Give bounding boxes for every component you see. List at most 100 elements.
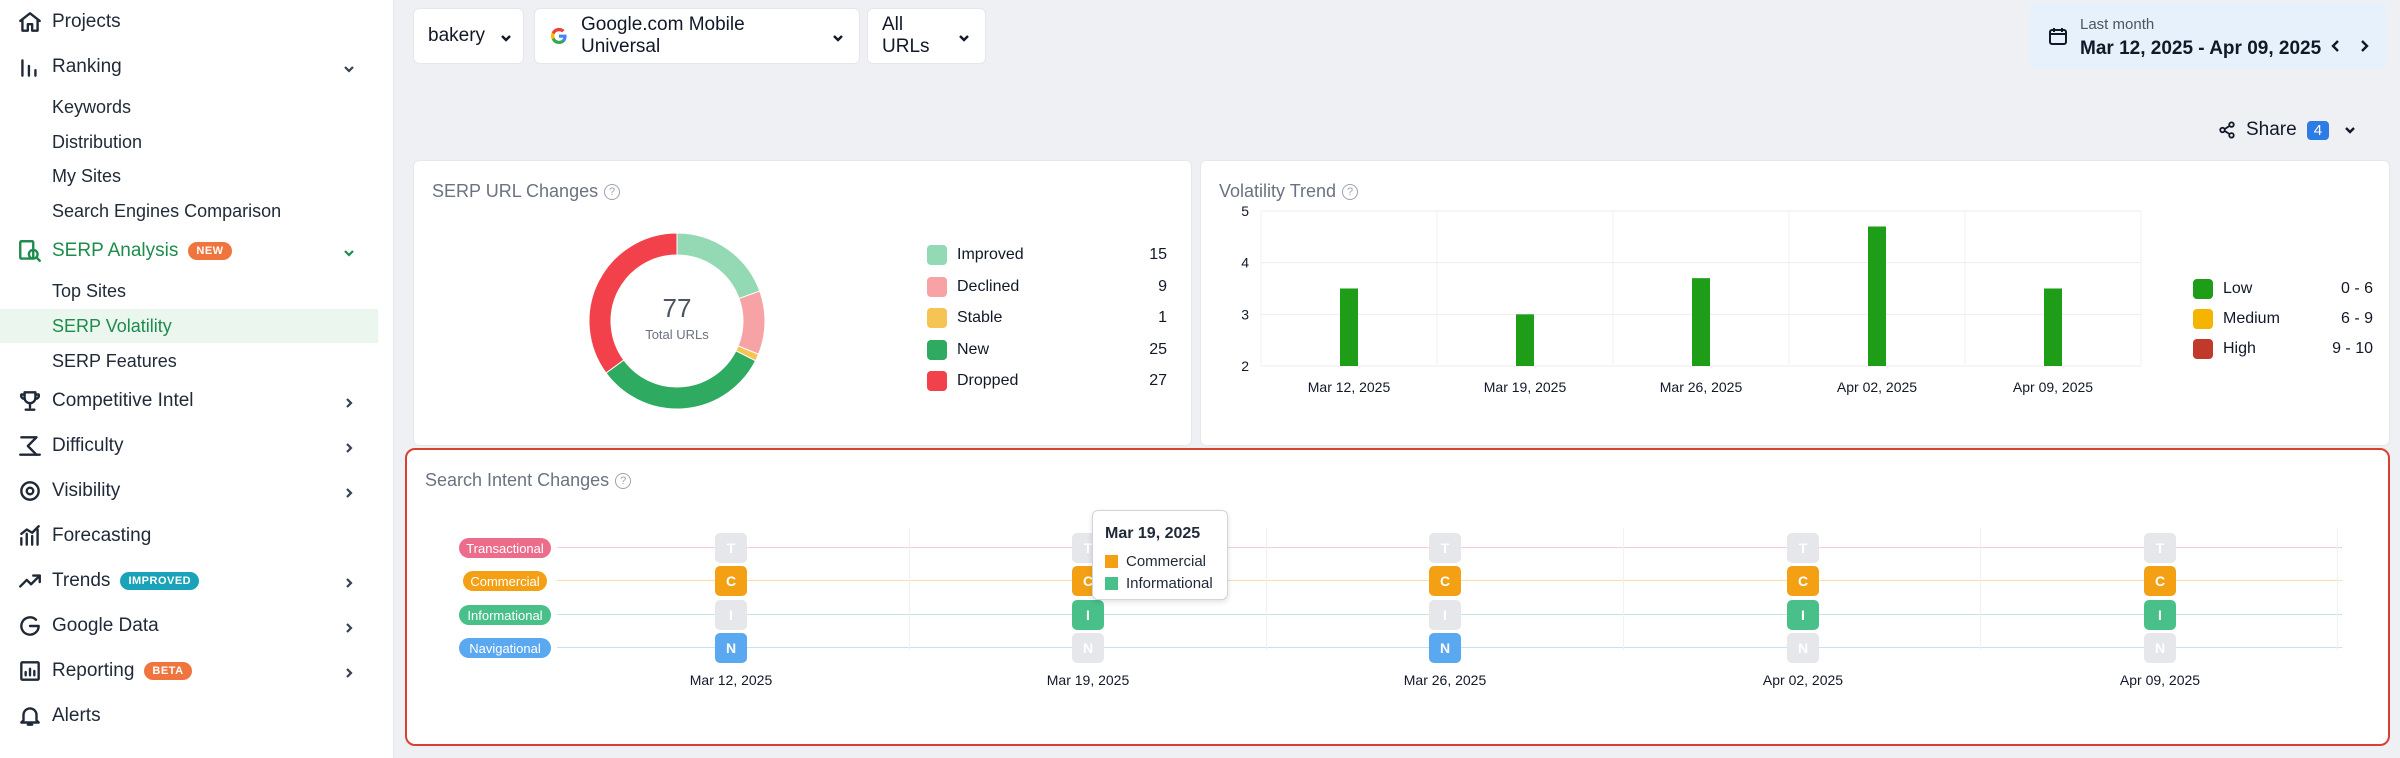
intent-cell-informational[interactable]: I	[715, 600, 747, 630]
intent-cell-transactional[interactable]: T	[715, 533, 747, 563]
sub-keywords[interactable]: Keywords	[52, 96, 132, 117]
x-tick-label: Mar 19, 2025	[1484, 379, 1567, 395]
nav-label: Projects	[52, 11, 121, 32]
card-title: SERP URL Changes ?	[432, 181, 621, 202]
legend-value: 25	[1149, 340, 1167, 358]
donut-total-label: Total URLs	[645, 327, 709, 342]
intent-cell-commercial[interactable]: C	[715, 566, 747, 596]
nav-alerts[interactable]: Alerts	[0, 696, 378, 736]
chevron-right-icon[interactable]	[342, 574, 356, 588]
nav-serp-analysis[interactable]: SERP Analysis NEW	[0, 231, 378, 271]
nav-trends[interactable]: Trends IMPROVED	[0, 561, 378, 601]
legend-item-dropped[interactable]: Dropped 27	[927, 371, 1167, 391]
help-icon[interactable]: ?	[1342, 183, 1359, 200]
nav-label: SERP Analysis	[52, 240, 179, 261]
nav-difficulty[interactable]: Difficulty	[0, 426, 378, 466]
legend-item-low[interactable]: Low 0 - 6	[2193, 279, 2373, 299]
intent-cell-navigational[interactable]: N	[2144, 633, 2176, 663]
legend-label: Stable	[957, 309, 1003, 326]
tooltip-date: Mar 19, 2025	[1105, 525, 1201, 542]
sub-distribution[interactable]: Distribution	[52, 131, 143, 152]
project-select[interactable]: bakery	[413, 8, 524, 64]
intent-cell-navigational[interactable]: N	[715, 633, 747, 663]
nav-label: Visibility	[52, 480, 121, 501]
donut-slice-new[interactable]	[605, 350, 757, 410]
search-engine-select[interactable]: Google.com Mobile Universal	[534, 8, 860, 64]
intent-cell-informational[interactable]: I	[1787, 600, 1819, 630]
intent-cell-transactional[interactable]: T	[1787, 533, 1819, 563]
calendar-icon	[2048, 26, 2068, 51]
volatility-bar[interactable]	[1516, 314, 1534, 366]
chevron-down-icon	[957, 29, 971, 43]
intent-cell-commercial[interactable]: C	[2144, 566, 2176, 596]
nav-competitive-intel[interactable]: Competitive Intel	[0, 381, 378, 421]
chevron-right-icon[interactable]	[342, 394, 356, 408]
chevron-right-icon[interactable]	[342, 664, 356, 678]
intent-cell-informational[interactable]: I	[1072, 600, 1104, 630]
previous-period-icon[interactable]	[2328, 38, 2344, 54]
legend-swatch	[927, 308, 947, 328]
chevron-down-icon[interactable]	[2343, 123, 2357, 137]
intent-cell-informational[interactable]: I	[2144, 600, 2176, 630]
chevron-right-icon[interactable]	[342, 619, 356, 633]
date-range-picker[interactable]: Last month Mar 12, 2025 - Apr 09, 2025	[2030, 2, 2386, 70]
share-button[interactable]: Share 4	[2218, 112, 2357, 148]
urls-select[interactable]: All URLs	[867, 8, 986, 64]
chevron-down-icon[interactable]	[342, 60, 356, 74]
sub-serp-volatility[interactable]: SERP Volatility	[0, 309, 378, 343]
nav-google-data[interactable]: Google Data	[0, 606, 378, 646]
legend-item-new[interactable]: New 25	[927, 339, 1167, 360]
volatility-bar[interactable]	[1692, 278, 1710, 366]
x-tick-label: Apr 02, 2025	[1837, 379, 1917, 395]
nav-visibility[interactable]: Visibility	[0, 471, 378, 511]
chevron-down-icon[interactable]	[342, 244, 356, 258]
x-axis-date: Mar 12, 2025	[689, 672, 773, 688]
chevron-right-icon[interactable]	[342, 484, 356, 498]
sub-serp-features[interactable]: SERP Features	[52, 350, 177, 371]
nav-projects[interactable]: Projects	[0, 2, 378, 42]
help-icon[interactable]: ?	[615, 472, 632, 489]
chevron-right-icon[interactable]	[342, 439, 356, 453]
nav-ranking[interactable]: Ranking	[0, 47, 378, 87]
help-icon[interactable]: ?	[604, 183, 621, 200]
legend-label: New	[957, 340, 990, 358]
legend-item-medium[interactable]: Medium 6 - 9	[2193, 309, 2373, 329]
intent-cell-transactional[interactable]: T	[2144, 533, 2176, 563]
intent-cell-commercial[interactable]: C	[1429, 566, 1461, 596]
date-range-value: Mar 12, 2025 - Apr 09, 2025	[2080, 38, 2322, 59]
legend-item-declined[interactable]: Declined 9	[927, 276, 1167, 297]
volatility-bar[interactable]	[2044, 288, 2062, 367]
sub-top-sites[interactable]: Top Sites	[52, 280, 127, 301]
sub-my-sites[interactable]: My Sites	[52, 165, 122, 186]
sub-search-engines-comparison[interactable]: Search Engines Comparison	[52, 200, 282, 221]
sidebar: Projects Ranking Keywords Distribution M…	[0, 0, 394, 758]
legend-label: Low	[2223, 280, 2253, 297]
next-period-icon[interactable]	[2356, 38, 2372, 54]
donut-slice-declined[interactable]	[737, 290, 766, 355]
volatility-bar[interactable]	[1340, 288, 1358, 367]
share-label: Share	[2246, 119, 2297, 140]
legend-item-high[interactable]: High 9 - 10	[2193, 339, 2373, 359]
chevron-down-icon	[831, 29, 845, 43]
intent-cell-transactional[interactable]: T	[1429, 533, 1461, 563]
legend-swatch	[2193, 279, 2213, 299]
intent-cell-informational[interactable]: I	[1429, 600, 1461, 630]
donut-slice-dropped[interactable]	[588, 232, 678, 374]
nav-reporting[interactable]: Reporting BETA	[0, 651, 378, 691]
legend-item-improved[interactable]: Improved 15	[927, 245, 1167, 265]
google-icon	[16, 612, 44, 640]
card-title-text: SERP URL Changes	[432, 181, 599, 201]
volatility-bar[interactable]	[1868, 226, 1886, 367]
nav-forecasting[interactable]: Forecasting	[0, 516, 378, 556]
legend-item-stable[interactable]: Stable 1	[927, 308, 1167, 328]
intent-cell-navigational[interactable]: N	[1429, 633, 1461, 663]
legend-range: 9 - 10	[2332, 340, 2373, 357]
legend-value: 9	[1158, 277, 1167, 295]
intent-cell-navigational[interactable]: N	[1787, 633, 1819, 663]
donut-slice-improved[interactable]	[676, 232, 761, 300]
intent-cell-navigational[interactable]: N	[1072, 633, 1104, 663]
intent-cell-commercial[interactable]: C	[1787, 566, 1819, 596]
volatility-bar-chart: 2 3 4 5 Mar 12, 2025 Mar 19, 2025 Mar 26, 2025…	[1241, 203, 2142, 395]
visibility-icon	[16, 477, 44, 505]
